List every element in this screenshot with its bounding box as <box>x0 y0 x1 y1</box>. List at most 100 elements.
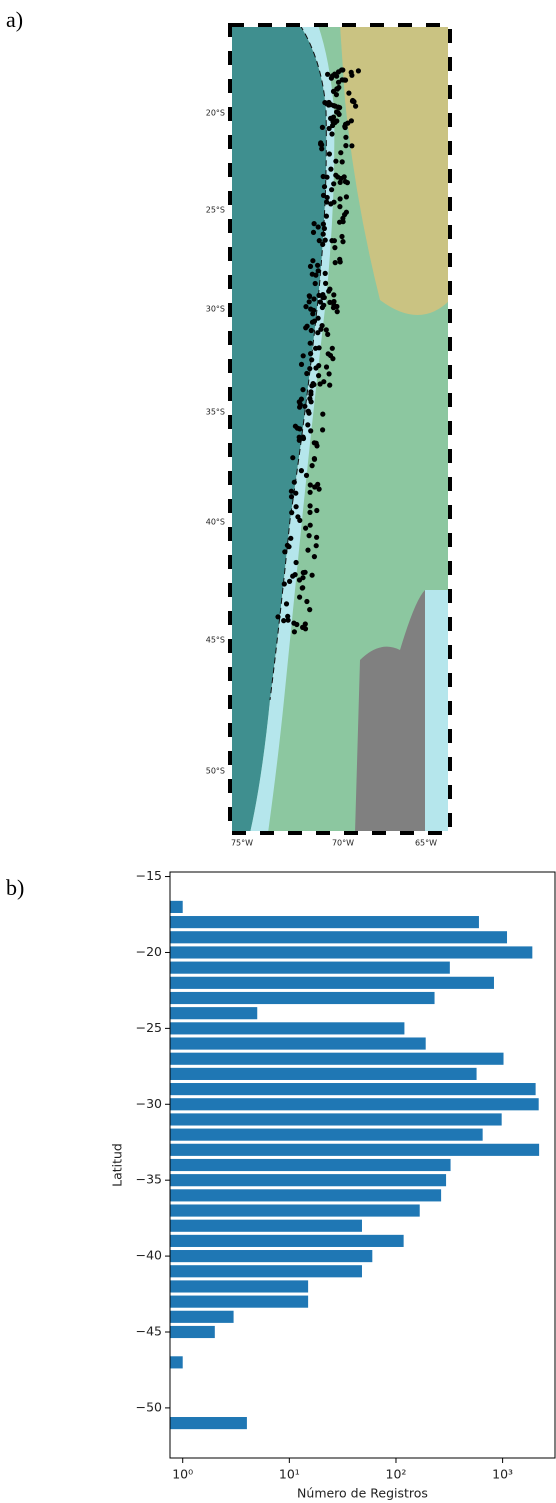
bar <box>170 1144 539 1156</box>
x-tick-label: 10¹ <box>279 1467 300 1482</box>
map-lat-label: 20°S <box>206 109 225 118</box>
bar <box>170 977 494 989</box>
bar <box>170 931 507 943</box>
event-dot <box>350 98 355 103</box>
event-dot <box>344 210 349 215</box>
event-dot <box>346 91 351 96</box>
event-dot <box>301 353 306 358</box>
event-dot <box>316 293 321 298</box>
figure: a) b) 20°S25°S30°S35°S40°S45°S50°S75°W70… <box>0 0 556 1503</box>
event-dot <box>318 142 323 147</box>
event-dot <box>338 196 343 201</box>
event-dot <box>316 373 321 378</box>
event-dot <box>308 428 313 433</box>
bar <box>170 1174 446 1186</box>
event-dot <box>329 131 334 136</box>
event-dot <box>325 72 330 77</box>
event-dot <box>292 629 297 634</box>
event-dot <box>349 118 354 123</box>
event-dot <box>294 560 299 565</box>
event-dot <box>331 299 336 304</box>
event-dot <box>300 585 305 590</box>
event-dot <box>312 319 317 324</box>
event-dot <box>282 581 287 586</box>
event-dot <box>297 595 302 600</box>
bar <box>170 916 479 928</box>
event-dot <box>315 263 320 268</box>
event-dot <box>324 364 329 369</box>
bar <box>170 992 435 1004</box>
y-tick-label: −20 <box>136 944 162 959</box>
event-dot <box>320 305 325 310</box>
event-dot <box>338 180 343 185</box>
event-dot <box>320 412 325 417</box>
event-dot <box>295 514 300 519</box>
event-dot <box>297 426 302 431</box>
event-dot <box>304 473 309 478</box>
panel-label: b) <box>6 875 24 900</box>
event-dot <box>327 371 332 376</box>
event-dot <box>327 287 332 292</box>
y-tick-label: −45 <box>136 1323 162 1338</box>
event-dot <box>343 143 348 148</box>
bar <box>170 1113 502 1125</box>
event-dot <box>314 508 319 513</box>
event-dot <box>317 238 322 243</box>
event-dot <box>285 614 290 619</box>
event-dot <box>333 173 338 178</box>
event-dot <box>275 614 280 619</box>
panel-label: a) <box>6 7 23 32</box>
event-dot <box>302 404 307 409</box>
event-dot <box>287 579 292 584</box>
x-tick-label: 10⁰ <box>172 1467 193 1482</box>
event-dot <box>325 195 330 200</box>
map-lat-label: 45°S <box>206 636 225 645</box>
event-dot <box>304 599 309 604</box>
event-dot <box>318 327 323 332</box>
event-dot <box>343 135 348 140</box>
event-dot <box>331 181 336 186</box>
bar <box>170 1189 441 1201</box>
bar <box>170 1159 451 1171</box>
event-dot <box>324 214 329 219</box>
event-dot <box>339 67 344 72</box>
bar <box>170 962 450 974</box>
event-dot <box>307 366 312 371</box>
event-dot <box>303 526 308 531</box>
event-dot <box>323 271 328 276</box>
event-dot <box>307 607 312 612</box>
event-dot <box>321 174 326 179</box>
event-dot <box>282 549 287 554</box>
event-dot <box>307 510 312 515</box>
event-dot <box>333 159 338 164</box>
event-dot <box>308 264 313 269</box>
sea <box>425 590 450 833</box>
event-dot <box>305 548 310 553</box>
event-dot <box>309 399 314 404</box>
event-dot <box>309 328 314 333</box>
event-dot <box>330 73 335 78</box>
event-dot <box>301 436 306 441</box>
x-axis-label: Número de Registros <box>297 1486 428 1501</box>
event-dot <box>307 294 312 299</box>
y-tick-label: −30 <box>136 1096 162 1111</box>
map-lon-label: 75°W <box>231 839 253 848</box>
event-dot <box>289 494 294 499</box>
event-dot <box>300 575 305 580</box>
event-dot <box>285 543 290 548</box>
event-dot <box>353 104 358 109</box>
event-dot <box>316 268 321 273</box>
map-lon-label: 70°W <box>332 839 354 848</box>
event-dot <box>289 510 294 515</box>
event-dot <box>310 573 315 578</box>
event-dot <box>323 238 328 243</box>
event-dot <box>331 200 336 205</box>
event-dot <box>327 151 332 156</box>
event-dot <box>308 341 313 346</box>
bar <box>170 946 532 958</box>
event-dot <box>317 487 322 492</box>
bar <box>170 1204 420 1216</box>
event-dot <box>326 100 331 105</box>
event-dot <box>284 601 289 606</box>
event-dot <box>331 89 336 94</box>
